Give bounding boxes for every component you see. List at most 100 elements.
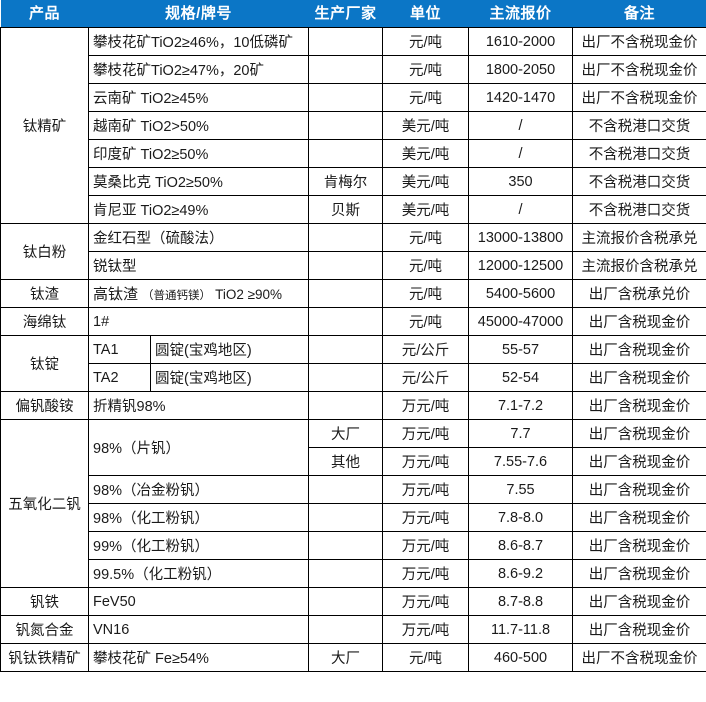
cell-manufacturer	[309, 84, 383, 112]
cell-price: 460-500	[469, 644, 573, 672]
cell-spec: 印度矿 TiO2≥50%	[89, 140, 309, 168]
spec-fragment: TiO2 ≥90%	[215, 287, 282, 302]
cell-manufacturer	[309, 392, 383, 420]
cell-remark: 出厂含税现金价	[573, 420, 706, 448]
cell-product: 钒铁	[1, 588, 89, 616]
cell-spec: 98%（化工粉钒）	[89, 504, 309, 532]
cell-spec-detail: 圆锭(宝鸡地区)	[151, 336, 309, 364]
cell-product: 偏钒酸铵	[1, 392, 89, 420]
cell-manufacturer	[309, 56, 383, 84]
table-row: 印度矿 TiO2≥50%美元/吨/不含税港口交货	[1, 140, 706, 168]
cell-unit: 万元/吨	[383, 420, 469, 448]
cell-product: 钛锭	[1, 336, 89, 392]
cell-unit: 万元/吨	[383, 448, 469, 476]
cell-price: 11.7-11.8	[469, 616, 573, 644]
cell-remark: 不含税港口交货	[573, 168, 706, 196]
cell-product: 钛渣	[1, 280, 89, 308]
cell-remark: 出厂含税现金价	[573, 476, 706, 504]
cell-product: 钛白粉	[1, 224, 89, 280]
cell-remark: 主流报价含税承兑	[573, 252, 706, 280]
cell-product: 钒钛铁精矿	[1, 644, 89, 672]
cell-price: /	[469, 140, 573, 168]
cell-spec: 攀枝花矿 Fe≥54%	[89, 644, 309, 672]
cell-spec: 99.5%（化工粉钒）	[89, 560, 309, 588]
cell-price: 1610-2000	[469, 28, 573, 56]
cell-unit: 万元/吨	[383, 504, 469, 532]
cell-unit: 万元/吨	[383, 476, 469, 504]
cell-manufacturer: 大厂	[309, 644, 383, 672]
cell-spec: 攀枝花矿TiO2≥46%，10低磷矿	[89, 28, 309, 56]
cell-price: /	[469, 112, 573, 140]
cell-manufacturer: 肯梅尔	[309, 168, 383, 196]
cell-unit: 元/吨	[383, 28, 469, 56]
cell-manufacturer	[309, 308, 383, 336]
column-header-unit: 单位	[383, 0, 469, 28]
cell-product: 钛精矿	[1, 28, 89, 224]
cell-price: 8.7-8.8	[469, 588, 573, 616]
cell-manufacturer	[309, 504, 383, 532]
cell-remark: 出厂含税现金价	[573, 364, 706, 392]
cell-remark: 出厂含税现金价	[573, 588, 706, 616]
cell-unit: 万元/吨	[383, 560, 469, 588]
cell-unit: 元/吨	[383, 252, 469, 280]
cell-manufacturer	[309, 28, 383, 56]
cell-price: 12000-12500	[469, 252, 573, 280]
cell-manufacturer	[309, 224, 383, 252]
cell-unit: 元/吨	[383, 308, 469, 336]
cell-price: 8.6-8.7	[469, 532, 573, 560]
price-quotation-table: 产品 规格/牌号 生产厂家 单位 主流报价 备注 钛精矿攀枝花矿TiO2≥46%…	[0, 0, 706, 672]
cell-spec-grade: TA1	[89, 336, 151, 364]
cell-unit: 万元/吨	[383, 616, 469, 644]
cell-remark: 出厂含税现金价	[573, 336, 706, 364]
column-header-product: 产品	[1, 0, 89, 28]
cell-remark: 出厂含税现金价	[573, 532, 706, 560]
cell-spec: 98%（片钒）	[89, 420, 309, 476]
column-header-remark: 备注	[573, 0, 706, 28]
cell-remark: 出厂不含税现金价	[573, 28, 706, 56]
cell-remark: 不含税港口交货	[573, 140, 706, 168]
cell-spec: 高钛渣 （普通钙镁） TiO2 ≥90%	[89, 280, 309, 308]
table-header: 产品 规格/牌号 生产厂家 单位 主流报价 备注	[1, 0, 706, 28]
cell-manufacturer	[309, 588, 383, 616]
cell-price: 52-54	[469, 364, 573, 392]
cell-manufacturer	[309, 280, 383, 308]
spec-fragment: （普通钙镁）	[142, 290, 211, 302]
cell-price: 350	[469, 168, 573, 196]
cell-unit: 万元/吨	[383, 392, 469, 420]
cell-unit: 元/吨	[383, 644, 469, 672]
cell-unit: 元/公斤	[383, 364, 469, 392]
spec-fragment: 高钛渣	[93, 286, 138, 303]
cell-spec: 攀枝花矿TiO2≥47%，20矿	[89, 56, 309, 84]
cell-manufacturer: 其他	[309, 448, 383, 476]
cell-manufacturer	[309, 112, 383, 140]
cell-spec: 越南矿 TiO2>50%	[89, 112, 309, 140]
header-row: 产品 规格/牌号 生产厂家 单位 主流报价 备注	[1, 0, 706, 28]
cell-remark: 不含税港口交货	[573, 196, 706, 224]
column-header-spec: 规格/牌号	[89, 0, 309, 28]
cell-remark: 主流报价含税承兑	[573, 224, 706, 252]
table-row: 越南矿 TiO2>50%美元/吨/不含税港口交货	[1, 112, 706, 140]
cell-unit: 美元/吨	[383, 196, 469, 224]
cell-remark: 出厂含税现金价	[573, 308, 706, 336]
cell-manufacturer	[309, 616, 383, 644]
cell-price: 1420-1470	[469, 84, 573, 112]
cell-price: 7.55-7.6	[469, 448, 573, 476]
cell-remark: 出厂含税现金价	[573, 448, 706, 476]
cell-remark: 出厂不含税现金价	[573, 644, 706, 672]
cell-spec: VN16	[89, 616, 309, 644]
cell-product: 海绵钛	[1, 308, 89, 336]
